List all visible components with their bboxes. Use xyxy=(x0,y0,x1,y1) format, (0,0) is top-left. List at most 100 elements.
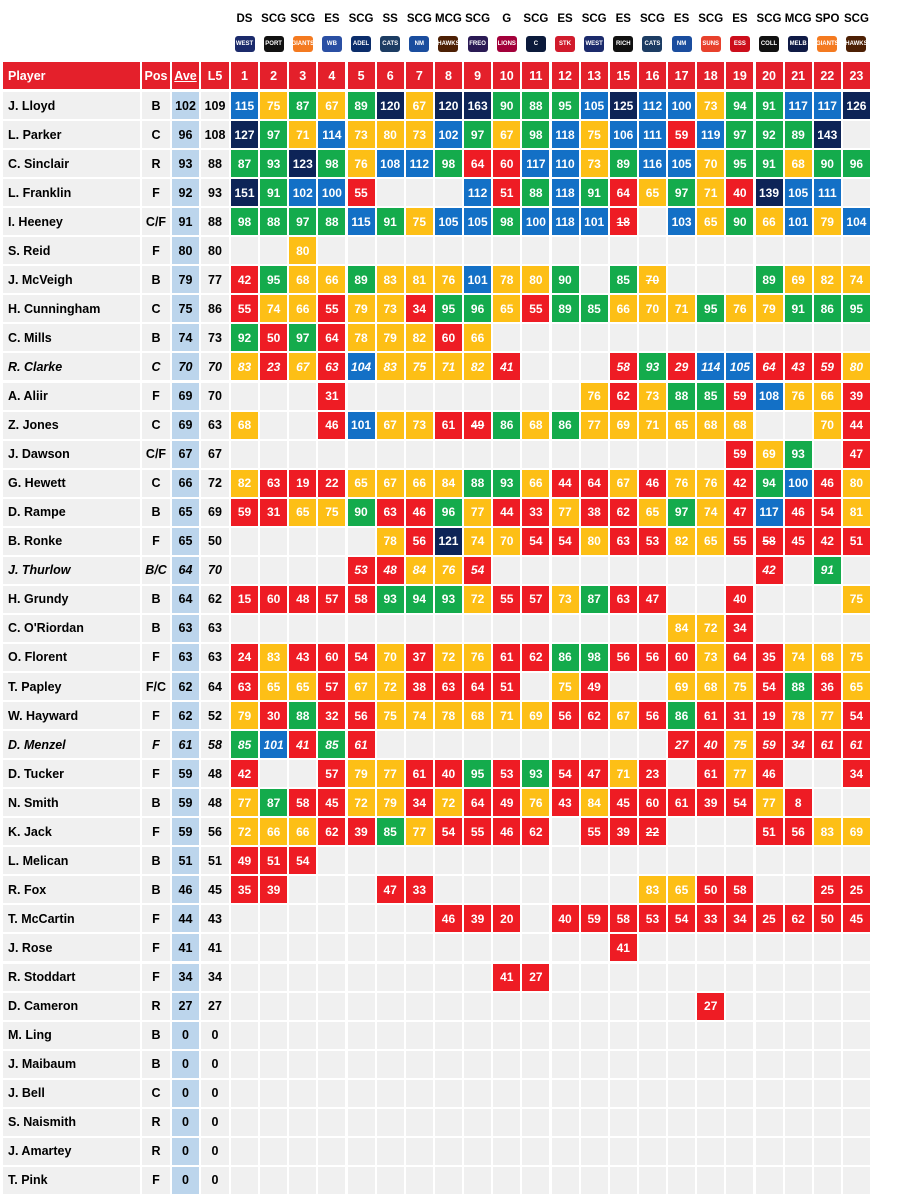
score-cell: 46 xyxy=(318,411,346,439)
score-cell: 72 xyxy=(347,789,375,817)
player-name: M. Ling xyxy=(8,1028,52,1043)
player-pos: F xyxy=(152,389,160,403)
score-cell: 40 xyxy=(697,731,725,759)
empty-score-cell xyxy=(522,1108,550,1136)
player-ave: 91 xyxy=(178,214,193,229)
score-cell: 60 xyxy=(668,643,696,671)
score-cell: 41 xyxy=(289,731,317,759)
ave-cell-bg xyxy=(172,324,199,352)
score-cell: 71 xyxy=(638,411,666,439)
player-l5: 50 xyxy=(208,534,222,549)
score-cell: 73 xyxy=(697,643,725,671)
score-cell: 73 xyxy=(551,585,579,613)
score-cell: 65 xyxy=(289,498,317,526)
score-cell: 100 xyxy=(318,179,346,207)
empty-score-cell xyxy=(784,411,812,439)
score-cell: 89 xyxy=(347,92,375,119)
empty-score-cell xyxy=(551,237,579,265)
empty-score-cell xyxy=(289,1108,317,1136)
name-cell-bg xyxy=(3,1166,140,1194)
header-round: 12 xyxy=(551,62,579,89)
player-pos: C/F xyxy=(145,447,167,462)
st-kilda-logo-badge: STK xyxy=(555,36,576,52)
score-cell: 80 xyxy=(580,527,608,555)
score-cell: 51 xyxy=(842,527,870,555)
empty-score-cell xyxy=(434,382,462,410)
score-cell: 104 xyxy=(842,208,870,236)
empty-score-cell xyxy=(551,1137,579,1165)
ave-cell-bg xyxy=(172,673,199,700)
empty-score-cell xyxy=(493,731,521,759)
l5-cell-bg xyxy=(201,1050,229,1078)
score-cell: 59 xyxy=(668,121,696,149)
player-name: B. Ronke xyxy=(8,534,63,549)
gws-giants-logo-badge: GIANTS xyxy=(816,36,839,52)
empty-score-cell xyxy=(609,614,637,642)
empty-score-cell xyxy=(289,1021,317,1049)
empty-score-cell xyxy=(376,731,404,759)
empty-score-cell xyxy=(784,992,812,1020)
empty-score-cell xyxy=(231,1166,258,1194)
player-l5: 43 xyxy=(208,911,222,926)
score-cell: 59 xyxy=(726,382,754,410)
header-round: 6 xyxy=(376,62,404,89)
north-melbourne-logo: NM xyxy=(406,33,433,55)
score-cell: 89 xyxy=(755,266,783,294)
empty-score-cell xyxy=(755,876,783,904)
ave-cell-bg xyxy=(172,237,199,265)
pos-cell-bg xyxy=(142,121,170,149)
score-cell: 95 xyxy=(842,295,870,323)
score-cell: 105 xyxy=(726,353,754,381)
header-round: 4 xyxy=(318,62,346,89)
empty-score-cell xyxy=(784,1021,812,1049)
name-cell-bg xyxy=(3,382,140,410)
name-cell-bg xyxy=(3,295,140,323)
score-cell: 40 xyxy=(726,179,754,207)
empty-score-cell xyxy=(464,382,492,410)
empty-score-cell xyxy=(784,1050,812,1078)
score-cell: 83 xyxy=(376,266,404,294)
score-cell: 23 xyxy=(638,760,666,788)
score-cell: 101 xyxy=(784,208,812,236)
empty-score-cell xyxy=(784,1108,812,1136)
empty-score-cell xyxy=(580,237,608,265)
score-cell: 76 xyxy=(347,150,375,178)
score-cell: 34 xyxy=(726,905,754,933)
empty-score-cell xyxy=(755,614,783,642)
score-cell: 79 xyxy=(347,295,375,323)
score-cell: 69 xyxy=(668,673,696,700)
header-round: 20 xyxy=(755,62,783,89)
empty-score-cell xyxy=(755,324,783,352)
empty-score-cell xyxy=(260,963,288,991)
empty-score-cell xyxy=(231,992,258,1020)
score-cell: 72 xyxy=(697,614,725,642)
empty-score-cell xyxy=(784,760,812,788)
empty-score-cell xyxy=(697,818,725,846)
score-cell: 55 xyxy=(580,818,608,846)
player-l5: 0 xyxy=(211,1057,219,1072)
name-cell-bg xyxy=(3,150,140,178)
pos-cell-bg xyxy=(142,324,170,352)
score-cell: 75 xyxy=(318,498,346,526)
score-cell: 50 xyxy=(697,876,725,904)
score-cell: 79 xyxy=(755,295,783,323)
empty-score-cell xyxy=(493,1166,521,1194)
empty-score-cell xyxy=(260,237,288,265)
score-cell: 45 xyxy=(318,789,346,817)
empty-score-cell xyxy=(755,934,783,962)
score-cell: 25 xyxy=(842,876,870,904)
name-cell-bg xyxy=(3,934,140,962)
score-cell: 75 xyxy=(580,121,608,149)
empty-score-cell xyxy=(260,1166,288,1194)
empty-score-cell xyxy=(376,963,404,991)
score-cell: 59 xyxy=(813,353,841,381)
score-cell: 74 xyxy=(464,527,492,555)
player-pos: F xyxy=(152,650,160,665)
empty-score-cell xyxy=(318,1079,346,1107)
empty-score-cell xyxy=(580,876,608,904)
score-cell: 59 xyxy=(726,440,754,468)
empty-score-cell xyxy=(434,237,462,265)
empty-score-cell xyxy=(464,1079,492,1107)
score-cell: 96 xyxy=(842,150,870,178)
empty-score-cell xyxy=(289,556,317,584)
